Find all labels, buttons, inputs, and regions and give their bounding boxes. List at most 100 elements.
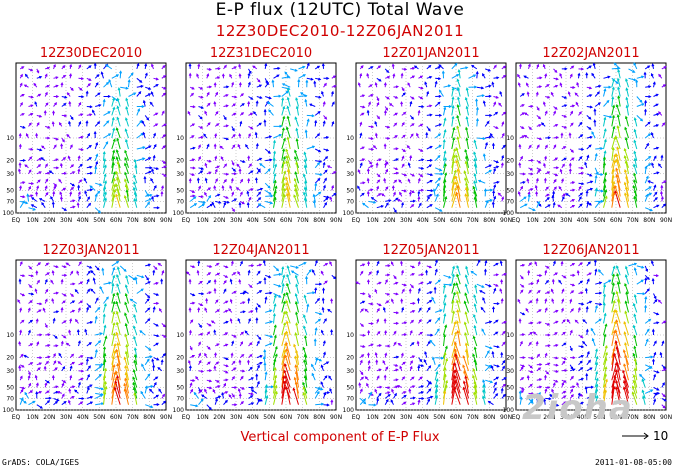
flux-vector: [594, 152, 598, 161]
flux-vector: [133, 313, 138, 324]
flux-vector: [290, 270, 299, 276]
flux-vector: [519, 155, 523, 161]
flux-vector: [144, 72, 148, 79]
flux-vector: [586, 144, 592, 150]
flux-vector: [374, 388, 378, 394]
flux-vector: [256, 398, 261, 405]
flux-vector: [616, 272, 621, 285]
flux-vector: [61, 187, 67, 191]
flux-vector: [360, 292, 366, 296]
flux-vector: [265, 342, 273, 347]
flux-vector: [223, 85, 230, 89]
y-tick-label: 20: [346, 158, 354, 165]
flux-vector: [214, 309, 220, 313]
flux-vector: [189, 355, 196, 359]
flux-vector: [323, 156, 329, 161]
flux-vector: [86, 105, 93, 109]
flux-vector: [302, 173, 308, 184]
flux-vector: [487, 400, 494, 406]
flux-vector: [144, 281, 151, 285]
flux-vector: [519, 386, 525, 390]
x-tick-label: 20N: [383, 414, 395, 421]
x-tick-label: 70N: [627, 414, 639, 421]
flux-vector: [69, 186, 75, 191]
flux-vector: [125, 117, 129, 127]
flux-vector: [368, 165, 374, 169]
flux-vector: [536, 278, 540, 285]
x-tick-label: 50N: [593, 414, 605, 421]
flux-vector: [198, 195, 204, 199]
flux-vector: [536, 397, 540, 405]
flux-vector: [491, 201, 495, 208]
flux-vector: [145, 404, 154, 409]
flux-vector: [153, 322, 159, 327]
flux-vector: [624, 300, 629, 313]
flux-vector: [248, 392, 254, 396]
flux-vector: [578, 185, 582, 191]
flux-vector: [586, 180, 594, 184]
flux-vector: [70, 205, 76, 209]
flux-vector: [281, 97, 285, 107]
flux-vector: [616, 146, 621, 161]
flux-vector: [161, 75, 167, 79]
flux-vector: [213, 143, 217, 149]
flux-vector: [443, 157, 447, 168]
flux-vector: [286, 115, 291, 127]
flux-vector: [264, 148, 271, 154]
flux-vector: [384, 96, 390, 100]
flux-vector: [94, 153, 99, 161]
flux-vector: [559, 168, 563, 174]
flux-vector: [552, 190, 556, 197]
flux-vector: [603, 293, 606, 304]
flux-vector: [528, 370, 534, 374]
flux-vector: [78, 362, 84, 366]
flux-vector: [401, 394, 407, 399]
flux-vector: [561, 163, 565, 169]
flux-vector: [198, 200, 207, 204]
flux-vector: [473, 346, 478, 358]
flux-vector: [594, 394, 599, 405]
flux-vector: [584, 385, 588, 394]
flux-vector: [633, 62, 638, 70]
flux-vector: [103, 185, 107, 197]
flux-vector: [490, 365, 494, 371]
flux-vector: [434, 384, 439, 394]
flux-vector: [661, 84, 667, 88]
flux-vector: [418, 376, 423, 381]
flux-vector: [578, 121, 583, 127]
flux-vector: [26, 193, 30, 202]
flux-vector: [132, 186, 138, 197]
flux-vector: [624, 160, 629, 174]
flux-vector: [644, 165, 648, 174]
flux-vector: [239, 354, 245, 358]
flux-vector: [518, 390, 522, 399]
flux-vector: [359, 354, 365, 358]
flux-vector: [385, 391, 391, 395]
y-tick-label: 70: [506, 198, 514, 205]
flux-vector: [36, 68, 40, 74]
flux-vector: [61, 114, 68, 118]
flux-vector: [328, 375, 333, 381]
flux-vector: [323, 280, 328, 285]
flux-vector: [213, 185, 217, 191]
flux-vector: [53, 385, 59, 389]
flux-vector: [116, 362, 121, 381]
flux-vector: [193, 391, 199, 399]
flux-vector: [223, 370, 229, 374]
flux-vector: [161, 334, 167, 338]
flux-vector: [323, 76, 330, 80]
x-tick-label: 40N: [577, 217, 589, 224]
flux-vector: [36, 333, 43, 337]
flux-vector: [661, 393, 666, 398]
flux-vector: [281, 310, 286, 324]
flux-vector: [189, 203, 198, 209]
flux-vector: [281, 300, 286, 313]
flux-vector: [115, 170, 121, 184]
flux-vector: [323, 136, 330, 139]
flux-vector: [578, 355, 585, 359]
flux-vector: [124, 333, 129, 347]
flux-vector: [493, 167, 496, 174]
flux-vector: [53, 265, 59, 269]
flux-vector: [535, 297, 539, 304]
flux-vector: [273, 134, 282, 139]
